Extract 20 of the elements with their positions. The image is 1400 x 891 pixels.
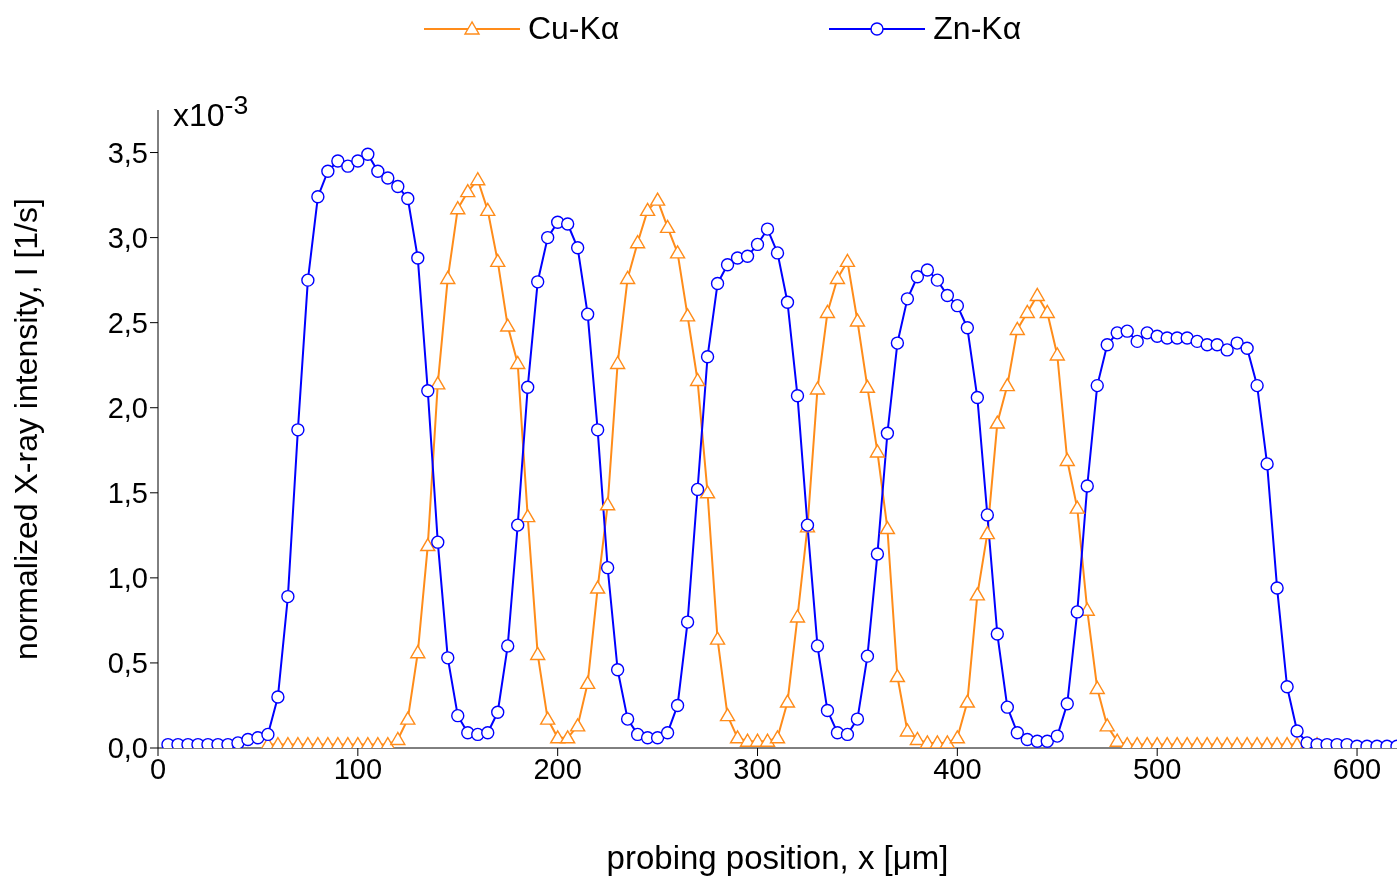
- y-tick-label: 1,5: [107, 477, 148, 510]
- annotation: x10$^{-3}$: [173, 90, 249, 134]
- y-tick-label: 2,5: [107, 306, 148, 339]
- y-tick-label: 3,0: [107, 221, 148, 254]
- x-tick-label: 600: [1332, 752, 1382, 785]
- y-tick-label: 2,0: [107, 392, 148, 425]
- x-tick-label: 100: [333, 752, 383, 785]
- x-tick-label: 0: [149, 752, 167, 785]
- x-axis-title: probing position, x [μm]: [606, 839, 949, 876]
- x-tick-label: 500: [1133, 752, 1182, 785]
- y-axis-title: normalized X-ray intensity, I [1/s]: [8, 198, 45, 660]
- x-tick-label: 200: [533, 752, 582, 785]
- legend-label: Zn-Kα: [933, 10, 1022, 47]
- x-tick-label: 300: [733, 752, 782, 785]
- x-tick-label: 400: [933, 752, 982, 785]
- y-tick-label: 0,5: [107, 647, 148, 680]
- y-tick-label: 1,0: [107, 562, 148, 595]
- y-tick-label: 0,0: [107, 732, 148, 765]
- legend-label: Cu-Kα: [527, 10, 620, 47]
- y-tick-label: 3,5: [107, 136, 148, 169]
